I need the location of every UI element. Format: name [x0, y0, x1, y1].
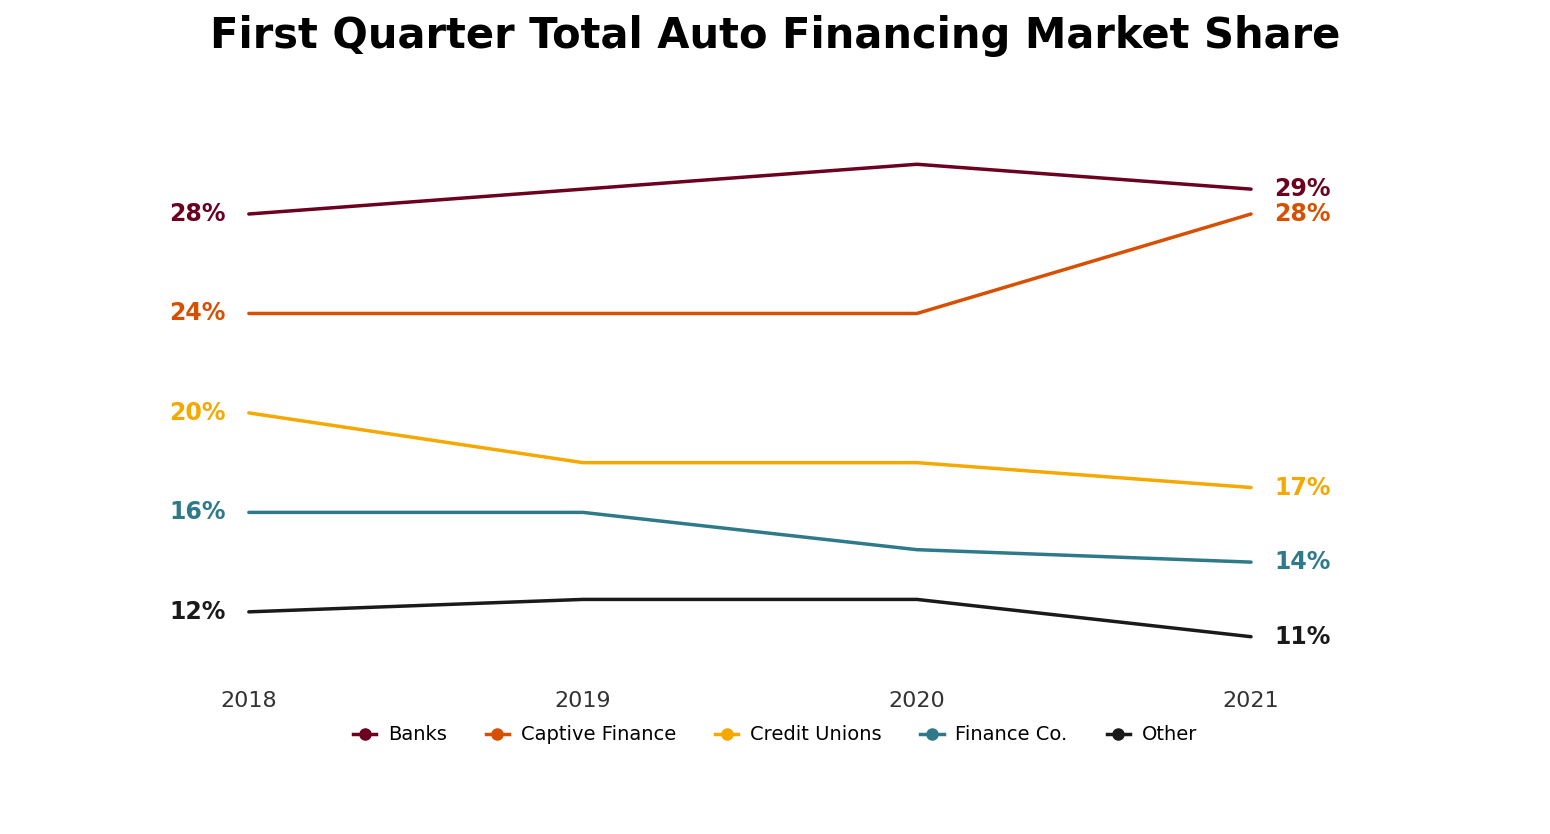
- Text: 14%: 14%: [1274, 550, 1331, 574]
- Text: 17%: 17%: [1274, 475, 1331, 500]
- Legend: Banks, Captive Finance, Credit Unions, Finance Co., Other: Banks, Captive Finance, Credit Unions, F…: [346, 717, 1204, 752]
- Text: 28%: 28%: [169, 202, 225, 226]
- Text: 11%: 11%: [1274, 625, 1331, 649]
- Text: 12%: 12%: [169, 600, 225, 624]
- Text: 24%: 24%: [169, 301, 225, 325]
- Text: 16%: 16%: [169, 500, 225, 525]
- Text: 29%: 29%: [1274, 177, 1331, 201]
- Title: First Quarter Total Auto Financing Market Share: First Quarter Total Auto Financing Marke…: [209, 15, 1341, 57]
- Text: 20%: 20%: [169, 401, 225, 425]
- Text: 28%: 28%: [1274, 202, 1331, 226]
